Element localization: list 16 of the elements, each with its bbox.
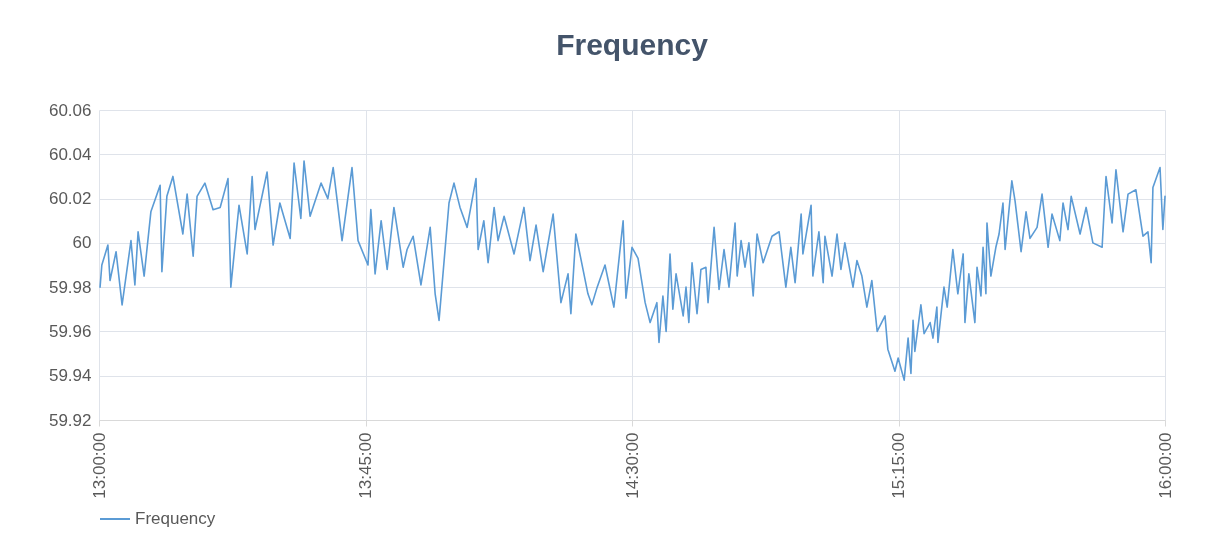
x-tick-label: 15:15:00 xyxy=(889,432,908,499)
line-series xyxy=(99,160,1166,381)
chart-title: Frequency xyxy=(556,28,709,61)
y-tick-label: 60.02 xyxy=(48,189,92,209)
y-tick-label: 59.94 xyxy=(48,366,92,386)
x-tick-label: 13:00:00 xyxy=(89,432,109,499)
x-tick-label: 14:30:00 xyxy=(622,432,642,499)
y-tick-label: 59.98 xyxy=(48,277,92,297)
y-tick-label: 60.06 xyxy=(48,100,92,120)
legend-label: Frequency xyxy=(135,509,216,528)
x-tick-label: 16:00:00 xyxy=(1155,432,1175,499)
y-tick-label: 59.96 xyxy=(48,321,92,341)
y-tick-label: 60 xyxy=(72,233,92,253)
y-tick-label: 60.04 xyxy=(48,144,92,164)
y-tick-label: 59.92 xyxy=(48,410,92,430)
x-tick-label: 13:45:00 xyxy=(356,432,375,499)
